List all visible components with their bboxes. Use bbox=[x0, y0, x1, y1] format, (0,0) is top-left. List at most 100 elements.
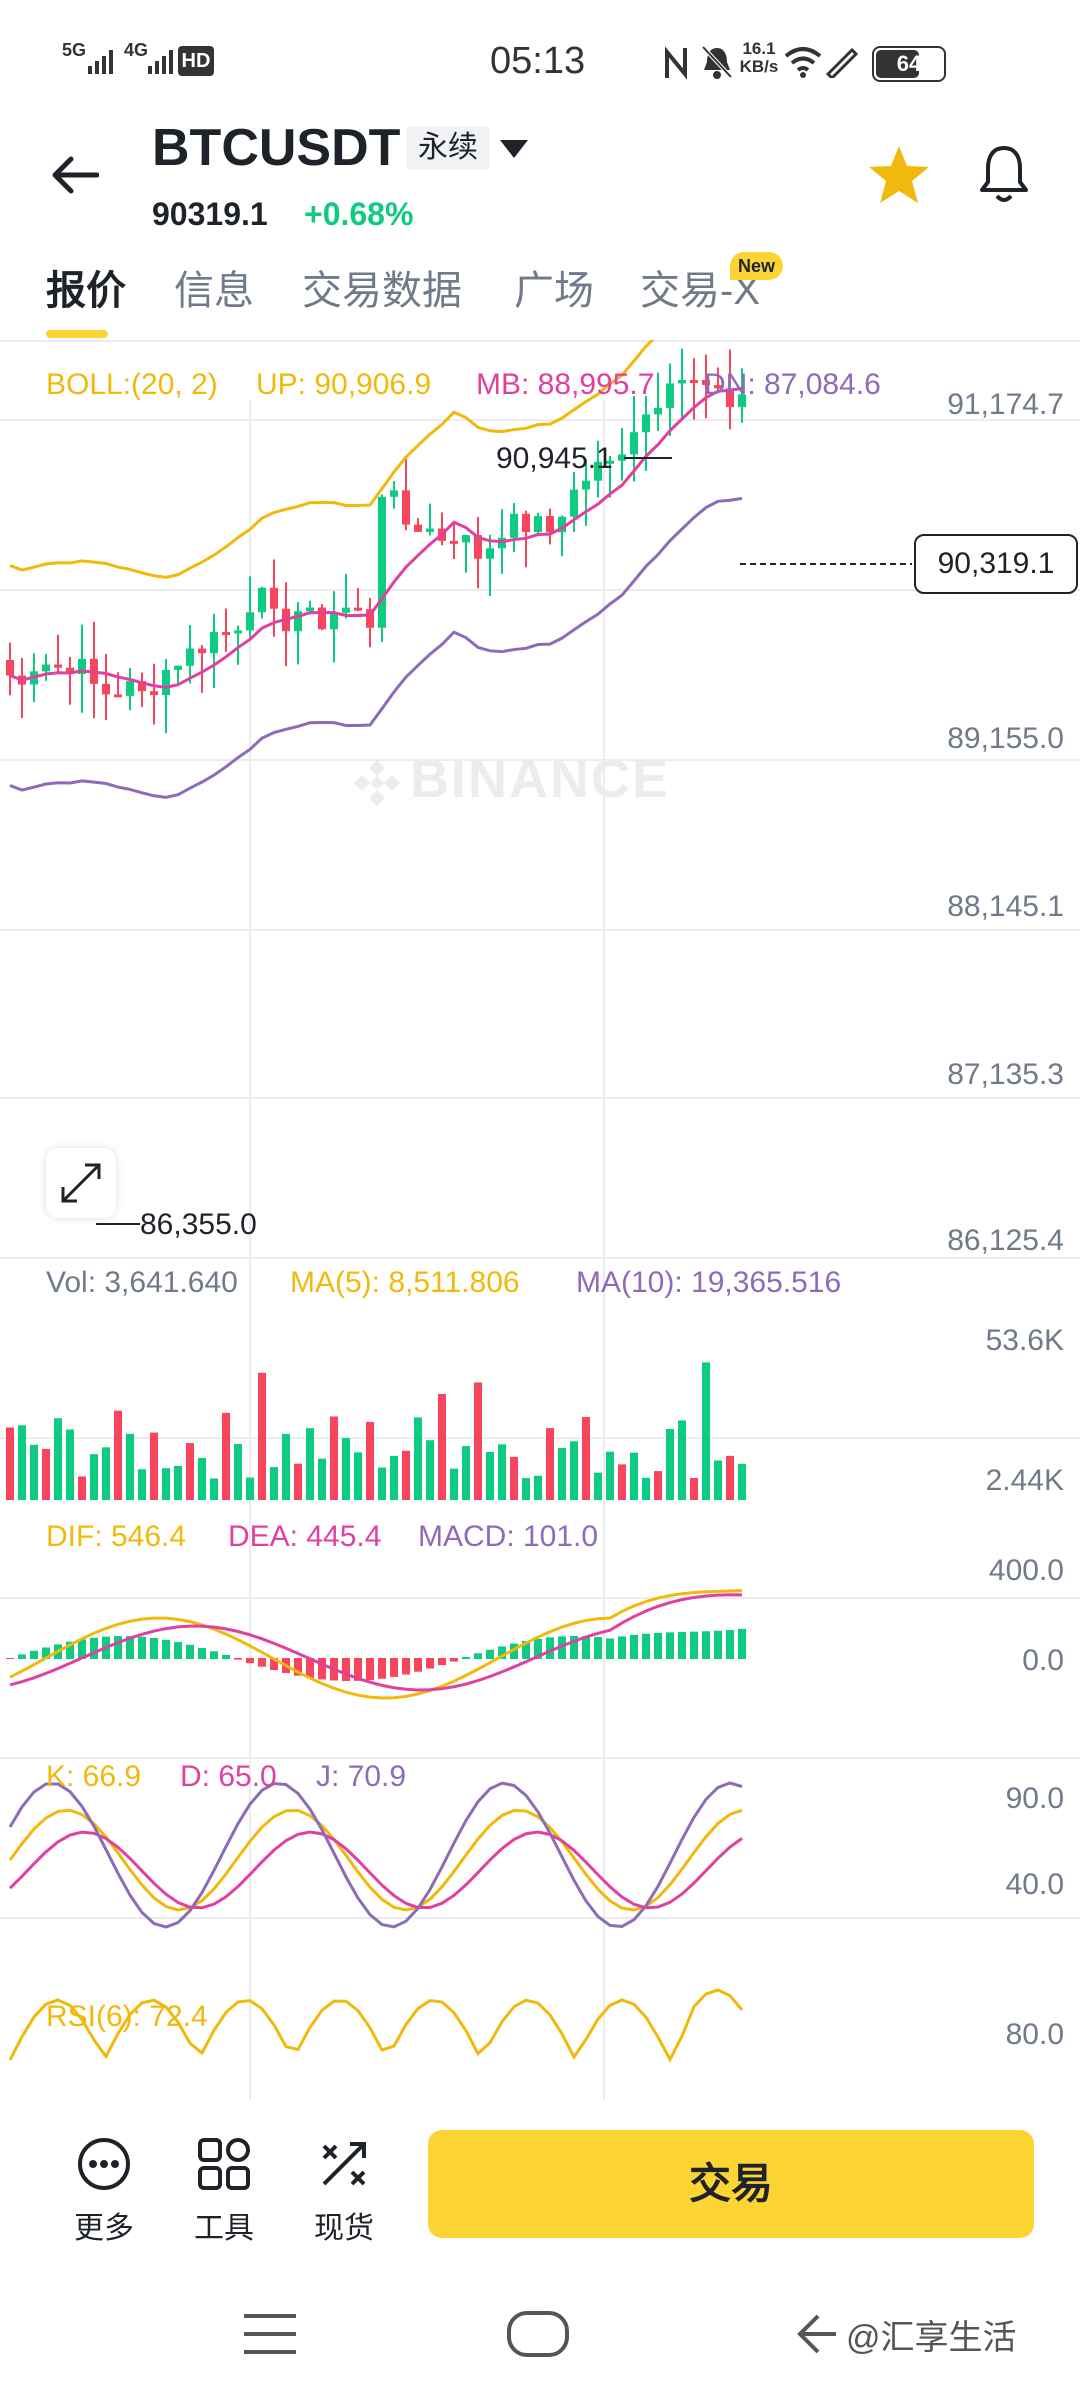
new-badge: New bbox=[730, 252, 784, 280]
volume-bar bbox=[714, 1460, 722, 1500]
candle-body bbox=[102, 683, 110, 695]
status-bar: 5G 4G HD 05:13 16.1 KB/s 64 bbox=[0, 0, 1080, 120]
candle-body bbox=[450, 540, 458, 544]
tab-quote[interactable]: 报价 bbox=[46, 269, 126, 313]
candle-body bbox=[654, 407, 662, 415]
candle-body bbox=[246, 612, 254, 631]
macd-bar bbox=[510, 1643, 518, 1659]
rsi-6: RSI(6): 72.4 bbox=[46, 2000, 208, 2033]
chart-canvas[interactable] bbox=[0, 340, 1080, 2100]
candle-body bbox=[546, 516, 554, 533]
candle-body bbox=[630, 432, 638, 455]
tab-trading-data[interactable]: 交易数据 bbox=[302, 269, 462, 313]
macd-bar bbox=[534, 1638, 542, 1659]
volume-bar bbox=[654, 1471, 662, 1500]
fullscreen-button[interactable] bbox=[46, 1148, 116, 1218]
volume-bar bbox=[390, 1455, 398, 1500]
tab-info[interactable]: 信息 bbox=[174, 269, 254, 313]
macd-bar bbox=[342, 1658, 350, 1681]
volume-bar bbox=[546, 1428, 554, 1500]
macd-bar bbox=[570, 1636, 578, 1659]
candle-body bbox=[126, 681, 134, 696]
kdj-k: K: 66.9 bbox=[46, 1760, 142, 1793]
candle-body bbox=[198, 648, 206, 654]
macd-bar bbox=[462, 1656, 470, 1659]
candle-body bbox=[558, 516, 566, 533]
volume-bar bbox=[462, 1446, 470, 1500]
macd-bar bbox=[546, 1637, 554, 1659]
candle-body bbox=[354, 607, 362, 611]
volume-axis-tick: 53.6K bbox=[985, 1324, 1064, 1357]
pen-icon bbox=[825, 47, 858, 78]
macd-bar bbox=[126, 1636, 134, 1659]
candle-body bbox=[378, 496, 386, 628]
tools-label: 工具 bbox=[194, 2212, 254, 2245]
trade-button[interactable]: 交易 bbox=[428, 2130, 1034, 2238]
volume-bar bbox=[138, 1469, 146, 1500]
kdj-d-line bbox=[8, 1830, 743, 1910]
candle-body bbox=[618, 454, 626, 461]
back-nav-icon[interactable] bbox=[796, 2310, 840, 2358]
candle-body bbox=[66, 667, 74, 675]
kdj-k-line bbox=[8, 1808, 743, 1912]
volume-bar bbox=[426, 1440, 434, 1500]
candle-body bbox=[594, 461, 602, 481]
volume-bar bbox=[234, 1443, 242, 1500]
macd-bar bbox=[222, 1654, 230, 1659]
kdj-d: D: 65.0 bbox=[180, 1760, 277, 1793]
macd-bar bbox=[78, 1639, 86, 1659]
more-icon bbox=[78, 2138, 130, 2190]
back-button[interactable] bbox=[40, 140, 110, 210]
wifi-icon bbox=[784, 47, 822, 78]
signal-icon bbox=[88, 50, 113, 74]
volume-bar bbox=[270, 1467, 278, 1500]
macd-bar bbox=[318, 1658, 326, 1680]
signal-icon-2 bbox=[148, 50, 173, 74]
tools-button[interactable]: 工具 bbox=[174, 2136, 274, 2247]
macd-bar bbox=[42, 1647, 50, 1659]
candle-body bbox=[138, 681, 146, 692]
volume-bar bbox=[42, 1448, 50, 1500]
macd-bar bbox=[522, 1640, 530, 1659]
macd-bar bbox=[390, 1658, 398, 1677]
volume-bar bbox=[414, 1417, 422, 1500]
pair-title[interactable]: BTCUSDT bbox=[152, 119, 401, 177]
candle-body bbox=[486, 548, 494, 559]
volume-ma5: MA(5): 8,511.806 bbox=[290, 1266, 520, 1299]
candle-body bbox=[318, 607, 326, 630]
macd-bar bbox=[18, 1654, 26, 1659]
macd-bar bbox=[378, 1658, 386, 1679]
volume-bar bbox=[726, 1455, 734, 1500]
volume-bar bbox=[342, 1438, 350, 1500]
macd-bar bbox=[66, 1641, 74, 1659]
candle-body bbox=[534, 516, 542, 533]
candle-body bbox=[234, 630, 242, 634]
system-nav-bar bbox=[0, 2280, 1080, 2400]
macd-bar bbox=[294, 1658, 302, 1676]
home-icon[interactable] bbox=[506, 2310, 570, 2358]
volume-bar bbox=[186, 1443, 194, 1500]
kdj-axis-tick: 40.0 bbox=[1005, 1868, 1064, 1901]
volume-bar bbox=[102, 1447, 110, 1500]
volume-bar bbox=[126, 1433, 134, 1500]
macd-axis-tick: 0.0 bbox=[1022, 1644, 1064, 1677]
chevron-down-icon[interactable] bbox=[496, 136, 536, 166]
binance-logo-icon bbox=[354, 759, 400, 806]
volume-ma10: MA(10): 19,365.516 bbox=[576, 1266, 842, 1299]
more-button[interactable]: 更多 bbox=[54, 2136, 154, 2247]
spot-button[interactable]: 现货 bbox=[294, 2136, 394, 2247]
macd-bar bbox=[642, 1633, 650, 1659]
perpetual-tag: 永续 bbox=[406, 126, 490, 170]
macd-bar bbox=[702, 1631, 710, 1659]
tab-square[interactable]: 广场 bbox=[514, 269, 594, 313]
volume-bar bbox=[246, 1477, 254, 1500]
macd-bar bbox=[402, 1658, 410, 1675]
volume-bar bbox=[678, 1420, 686, 1500]
macd-bar bbox=[114, 1636, 122, 1659]
volume-bar bbox=[198, 1457, 206, 1500]
volume-bar bbox=[78, 1476, 86, 1500]
candle-body bbox=[714, 385, 722, 389]
favorite-star-icon[interactable] bbox=[866, 142, 932, 208]
menu-icon[interactable] bbox=[242, 2312, 298, 2356]
bell-icon[interactable] bbox=[970, 140, 1038, 208]
